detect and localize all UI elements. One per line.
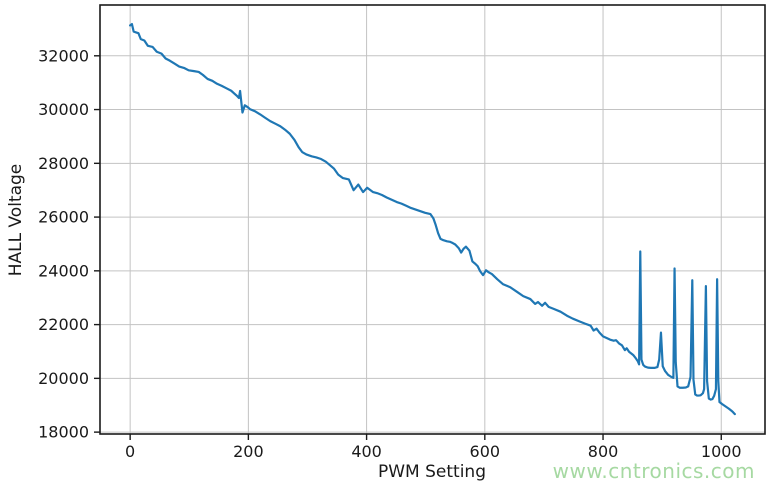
y-tick-label: 30000 bbox=[38, 100, 89, 119]
x-tick-label: 400 bbox=[351, 442, 382, 461]
plot-border bbox=[99, 4, 766, 435]
y-tick-label: 24000 bbox=[38, 261, 89, 280]
y-tick-label: 20000 bbox=[38, 369, 89, 388]
y-axis-label: HALL Voltage bbox=[6, 163, 26, 277]
y-tick-label: 26000 bbox=[38, 208, 89, 227]
x-tick-label: 200 bbox=[233, 442, 264, 461]
y-tick-label: 32000 bbox=[38, 46, 89, 65]
y-tick-label: 22000 bbox=[38, 315, 89, 334]
x-axis-label: PWM Setting bbox=[377, 462, 486, 482]
x-tick-label: 800 bbox=[588, 442, 619, 461]
x-tick-label: 600 bbox=[470, 442, 501, 461]
watermark-text: www.cntronics.com bbox=[552, 459, 755, 483]
y-tick-label: 28000 bbox=[38, 154, 89, 173]
y-tick-label: 18000 bbox=[38, 423, 89, 442]
hall-voltage-line bbox=[129, 22, 736, 416]
x-tick-label: 0 bbox=[125, 442, 135, 461]
x-tick-label: 1000 bbox=[701, 442, 742, 461]
